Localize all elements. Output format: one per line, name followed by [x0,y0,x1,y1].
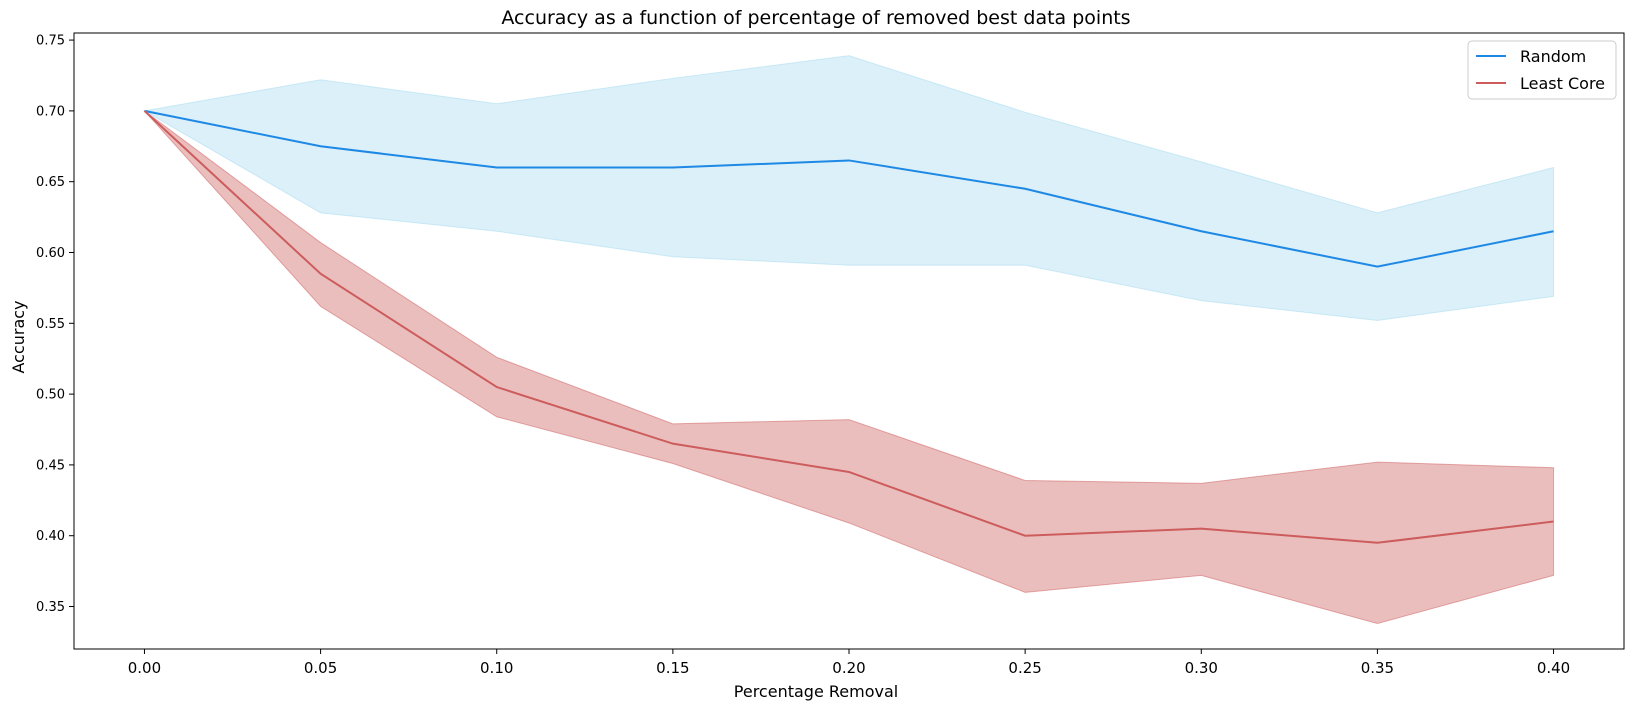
confidence-bands [143,55,1555,625]
legend: Random Least Core [1467,40,1617,100]
x-tick-label: 0.35 [1361,659,1394,677]
legend-label-least-core: Least Core [1520,74,1605,93]
series-lines [143,109,1554,544]
x-tick-label: 0.05 [304,659,337,677]
x-tick-label: 0.40 [1537,659,1570,677]
y-tick-label: 0.40 [36,529,65,544]
x-tick-label: 0.20 [832,659,865,677]
x-axis-label: Percentage Removal [734,682,898,701]
x-tick-label: 0.30 [1185,659,1218,677]
y-tick-label: 0.45 [36,458,65,473]
y-tick-label: 0.60 [36,246,65,261]
y-axis-ticks: 0.35 0.40 0.45 0.50 0.55 0.60 0.65 0.70 0.75 [36,34,74,615]
y-tick-label: 0.75 [36,34,65,49]
legend-label-random: Random [1520,47,1586,66]
x-tick-label: 0.00 [128,659,161,677]
chart-title: Accuracy as a function of percentage of … [501,7,1130,29]
y-tick-label: 0.70 [36,104,65,119]
y-tick-label: 0.50 [36,388,65,403]
y-tick-label: 0.35 [36,600,65,615]
y-tick-label: 0.55 [36,317,65,332]
y-axis-label: Accuracy [9,300,28,373]
x-tick-label: 0.15 [656,659,689,677]
x-axis-ticks: 0.00 0.05 0.10 0.15 0.20 0.25 0.30 0.35 0.40 [128,649,1570,677]
x-tick-label: 0.25 [1008,659,1041,677]
x-tick-label: 0.10 [480,659,513,677]
y-tick-label: 0.65 [36,175,65,190]
